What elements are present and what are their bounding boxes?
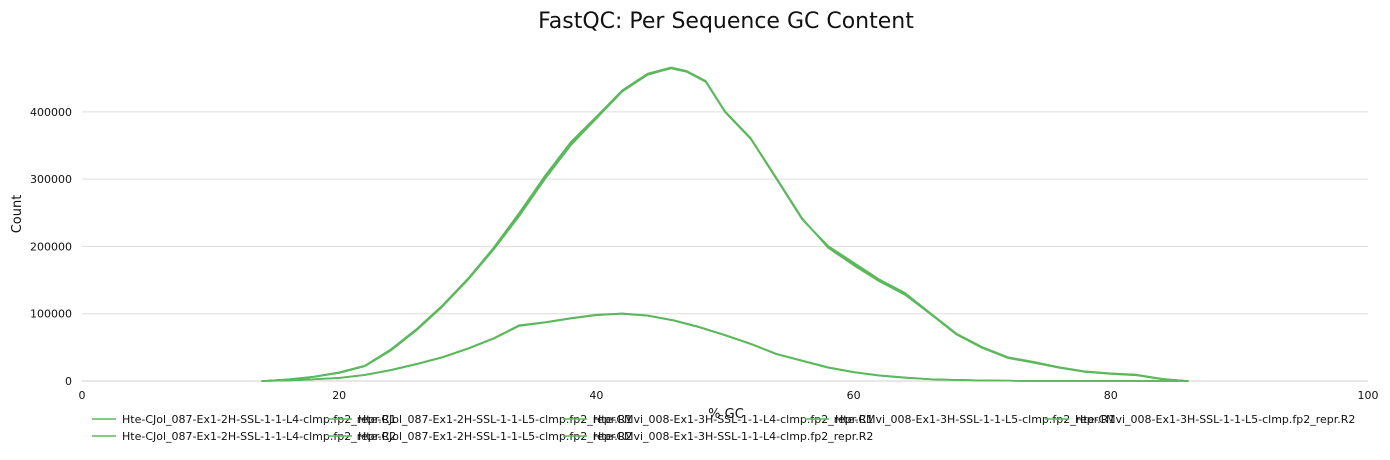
legend-label: Hte-CJol_087-Ex1-2H-SSL-1-1-L4-clmp.fp2_…: [122, 430, 396, 443]
series-line-3[interactable]: [261, 312, 1189, 382]
y-axis-label: Count: [10, 195, 25, 234]
legend-label: Hte-CMvi_008-Ex1-3H-SSL-1-1-L4-clmp.fp2_…: [593, 413, 873, 426]
series-layer: [261, 66, 1189, 382]
grid-layer: [82, 111, 1368, 382]
legend-label: Hte-CJol_087-Ex1-2H-SSL-1-1-L5-clmp.fp2_…: [358, 430, 632, 443]
series-line-5[interactable]: [261, 313, 1189, 382]
x-tick-label: 0: [79, 389, 86, 402]
legend-label: Hte-CMvi_008-Ex1-3H-SSL-1-1-L5-clmp.fp2_…: [1075, 413, 1355, 426]
x-tick-label: 60: [847, 389, 861, 402]
legend-label: Hte-CJol_087-Ex1-2H-SSL-1-1-L5-clmp.fp2_…: [358, 413, 632, 426]
series-line-8[interactable]: [261, 67, 1189, 382]
series-line-1[interactable]: [261, 67, 1189, 382]
series-line-6[interactable]: [261, 312, 1189, 382]
series-line-4[interactable]: [261, 312, 1189, 382]
legend-label: Hte-CMvi_008-Ex1-3H-SSL-1-1-L4-clmp.fp2_…: [593, 430, 873, 443]
legend-item[interactable]: Hte-CMvi_008-Ex1-3H-SSL-1-1-L4-clmp.fp2_…: [563, 430, 873, 443]
legend-label: Hte-CJol_087-Ex1-2H-SSL-1-1-L4-clmp.fp2_…: [122, 413, 396, 426]
legend-label: Hte-CMvi_008-Ex1-3H-SSL-1-1-L5-clmp.fp2_…: [835, 413, 1115, 426]
x-tick-label: 40: [589, 389, 603, 402]
x-tick-label: 20: [332, 389, 346, 402]
y-tick-label: 300000: [30, 173, 72, 186]
y-tick-label: 100000: [30, 308, 72, 321]
legend-item[interactable]: Hte-CMvi_008-Ex1-3H-SSL-1-1-L4-clmp.fp2_…: [563, 413, 873, 426]
legend-item[interactable]: Hte-CMvi_008-Ex1-3H-SSL-1-1-L5-clmp.fp2_…: [805, 413, 1115, 426]
legend[interactable]: Hte-CJol_087-Ex1-2H-SSL-1-1-L4-clmp.fp2_…: [92, 413, 1355, 443]
x-axis-label: % GC: [708, 407, 744, 422]
series-line-7[interactable]: [261, 66, 1189, 382]
legend-item[interactable]: Hte-CMvi_008-Ex1-3H-SSL-1-1-L5-clmp.fp2_…: [1045, 413, 1355, 426]
legend-item[interactable]: Hte-CJol_087-Ex1-2H-SSL-1-1-L4-clmp.fp2_…: [92, 413, 396, 426]
legend-item[interactable]: Hte-CJol_087-Ex1-2H-SSL-1-1-L5-clmp.fp2_…: [328, 430, 632, 443]
x-tick-label: 100: [1358, 389, 1379, 402]
y-tick-label: 0: [65, 375, 72, 388]
chart-title: FastQC: Per Sequence GC Content: [538, 9, 914, 34]
x-tick-label: 80: [1104, 389, 1118, 402]
y-tick-label: 200000: [30, 240, 72, 253]
series-line-2[interactable]: [261, 66, 1189, 382]
legend-item[interactable]: Hte-CJol_087-Ex1-2H-SSL-1-1-L5-clmp.fp2_…: [328, 413, 632, 426]
tick-layer: 0 100000 200000 300000 400000 0 20 40 60 80 100: [30, 106, 1379, 402]
y-tick-label: 400000: [30, 106, 72, 119]
legend-item[interactable]: Hte-CJol_087-Ex1-2H-SSL-1-1-L4-clmp.fp2_…: [92, 430, 396, 443]
